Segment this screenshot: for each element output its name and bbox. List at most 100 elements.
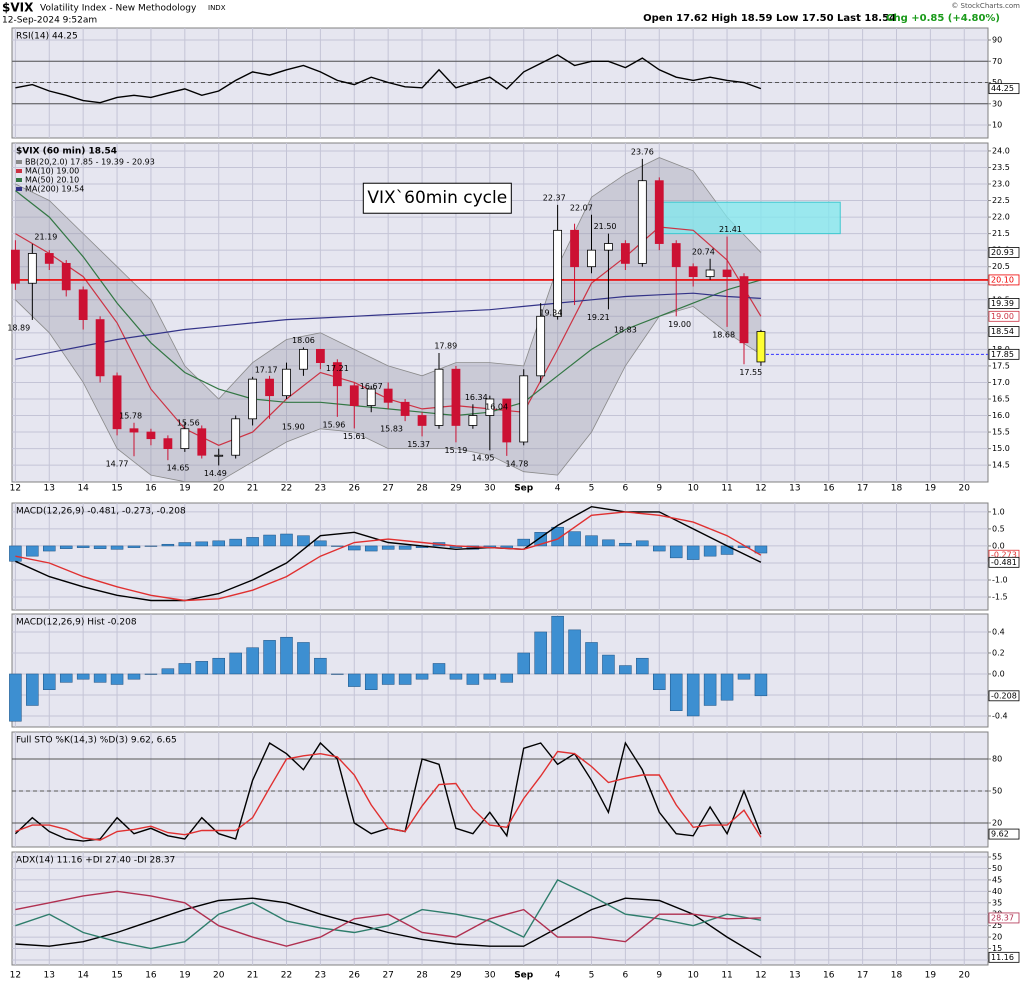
price-label: 23.76 (631, 147, 654, 156)
x-tick-label: 9 (656, 971, 662, 981)
value-tag-label: 18.54 (991, 327, 1014, 336)
candle-body (129, 428, 139, 433)
price-label: 16.67 (360, 382, 383, 391)
y-tick-label: 35 (992, 898, 1002, 907)
copyright: © StockCharts.com (951, 2, 1020, 10)
histogram-bar (551, 526, 564, 547)
histogram-bar (703, 545, 717, 557)
histogram-bar (26, 673, 39, 706)
histogram-bar (686, 673, 700, 717)
histogram-bar (229, 652, 242, 675)
x-tick-label: 21 (247, 484, 258, 494)
x-tick-label: 12 (755, 971, 766, 981)
price-label: 18.06 (292, 336, 315, 345)
histogram-bar (144, 545, 158, 547)
y-tick-label: 16.5 (992, 394, 1010, 403)
panel-title: MACD(12,26,9) Hist -0.208 (16, 618, 137, 628)
x-tick-label: 10 (687, 971, 699, 981)
legend-label: MA(10) 19.00 (25, 167, 79, 176)
candle-body (214, 454, 224, 457)
candle-body (349, 385, 359, 407)
x-tick-label: 5 (589, 971, 595, 981)
panel-title: RSI(14) 44.25 (16, 32, 78, 42)
x-tick-label: 23 (315, 484, 326, 494)
legend-swatch (16, 160, 22, 164)
candle-body (519, 375, 529, 443)
candle-body (180, 428, 190, 449)
candle-body (756, 331, 766, 363)
value-tag-label: 28.37 (991, 913, 1014, 922)
value-tag-label: -0.273 (991, 551, 1017, 560)
annotation: VIX`60min cycle (367, 188, 507, 208)
y-tick-label: 10 (992, 121, 1002, 130)
candle-body (553, 229, 563, 317)
candle-body (383, 388, 393, 403)
price-label: 15.37 (407, 440, 430, 449)
y-tick-label: 30 (992, 99, 1002, 108)
candle-body (637, 180, 647, 264)
histogram-bar (59, 545, 73, 549)
candle-body (400, 401, 410, 416)
value-tag-label: -0.481 (991, 558, 1017, 567)
y-tick-label: -1.0 (992, 576, 1008, 585)
y-tick-label: 22.0 (992, 213, 1010, 222)
value-tag-label: 20.93 (991, 248, 1014, 257)
histogram-bar (364, 673, 378, 690)
x-tick-label: 27 (382, 971, 393, 981)
x-tick-label: 5 (589, 484, 595, 494)
series-line (15, 505, 762, 602)
x-tick-label: 26 (349, 484, 361, 494)
instrument-name: Volatility Index - New Methodology (40, 4, 197, 14)
x-tick-label: 22 (281, 484, 292, 494)
price-label: 15.78 (119, 411, 142, 420)
x-tick-label: 17 (857, 971, 868, 981)
histogram-bar (466, 673, 480, 685)
x-tick-label: 14 (77, 484, 89, 494)
x-tick-label: 16 (145, 484, 157, 494)
histogram-bar (280, 533, 293, 547)
candle-body (502, 398, 512, 443)
price-label: 22.07 (570, 203, 593, 212)
candle-body (688, 266, 698, 278)
candle-body (248, 378, 258, 420)
candle-body (722, 269, 732, 278)
y-tick-label: 1.0 (992, 507, 1005, 516)
y-tick-label: 16.0 (992, 411, 1010, 420)
x-tick-label: 19 (179, 971, 191, 981)
histogram-bar (161, 543, 175, 547)
legend-label: BB(20,2.0) 17.85 - 19.39 - 20.93 (25, 158, 155, 167)
series-line (15, 897, 762, 958)
price-label: 14.65 (167, 464, 190, 473)
price-label: 14.95 (472, 454, 495, 463)
histogram-bar (127, 673, 141, 680)
y-tick-label: -1.5 (992, 593, 1008, 602)
candle-body (417, 415, 427, 426)
legend-swatch (16, 187, 22, 191)
x-tick-label: 29 (450, 971, 462, 981)
value-tag-label: 17.85 (991, 350, 1014, 359)
value-tag-label: 19.39 (991, 299, 1014, 308)
histogram-bar (517, 538, 530, 547)
histogram-bar (195, 661, 209, 675)
x-tick-label: 21 (247, 971, 258, 981)
candle-body (332, 362, 342, 387)
histogram-bar (161, 668, 175, 675)
y-tick-label: 15.5 (992, 428, 1010, 437)
histogram-bar (26, 545, 39, 557)
symbol: $VIX (2, 1, 34, 15)
histogram-bar (703, 673, 717, 706)
histogram-bar (449, 673, 463, 680)
candle-body (95, 319, 105, 377)
y-tick-label: 17.0 (992, 378, 1010, 387)
y-tick-label: 15 (992, 944, 1002, 953)
x-tick-label: 16 (145, 971, 157, 981)
exchange: INDX (208, 4, 226, 12)
histogram-bar (754, 545, 768, 554)
candle-body (282, 368, 291, 397)
x-tick-label: 15 (111, 971, 122, 981)
candle-body (468, 415, 478, 426)
histogram-bar (432, 663, 446, 675)
legend-swatch (16, 169, 22, 173)
histogram-bar (110, 673, 124, 685)
x-tick-label: 28 (416, 971, 428, 981)
